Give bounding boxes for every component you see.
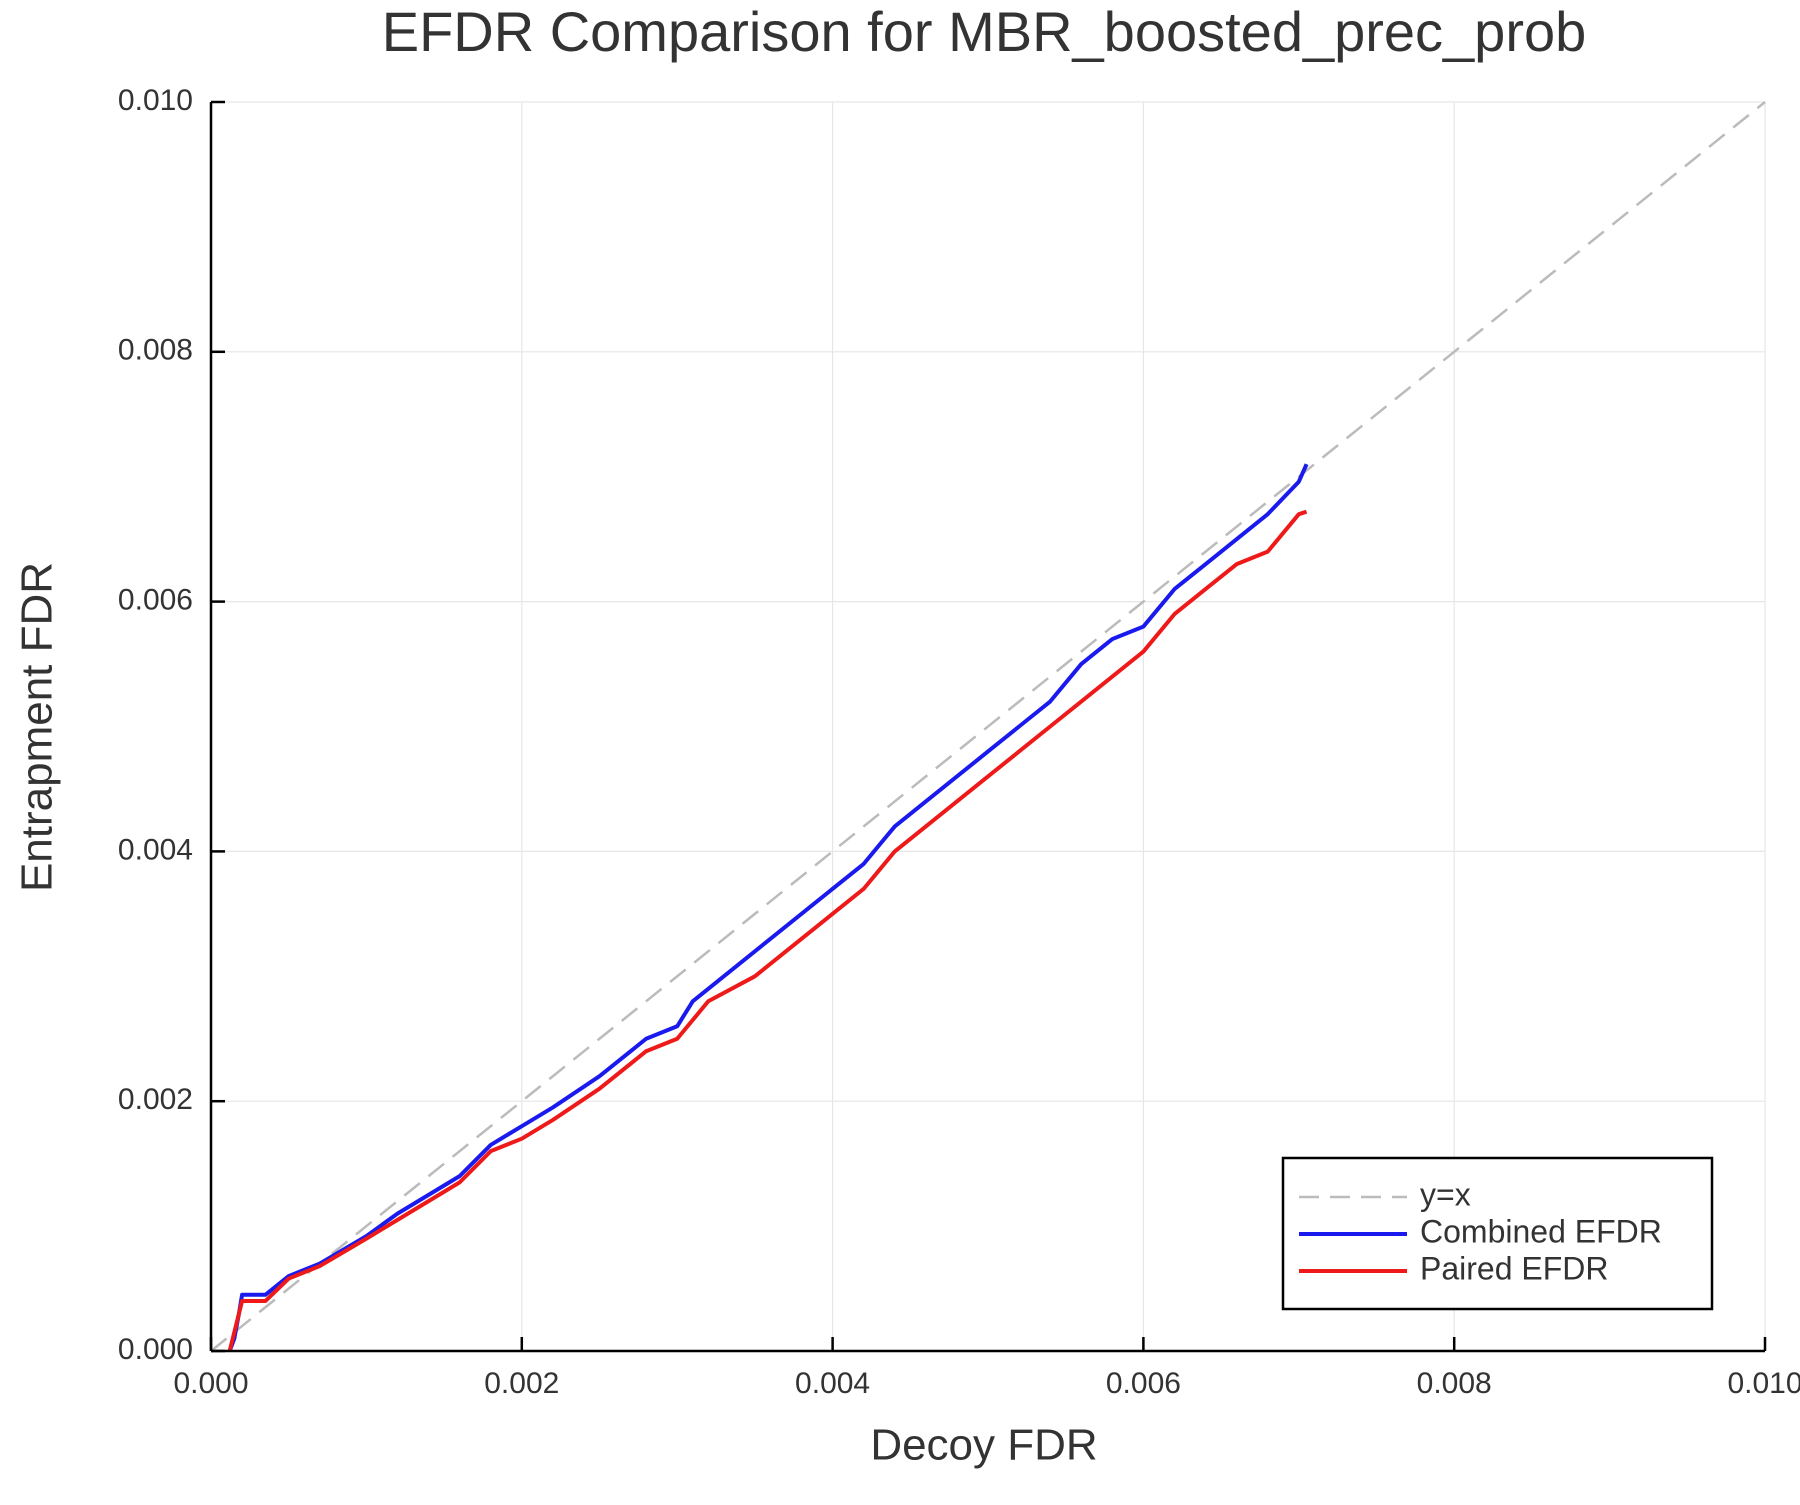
axes: 0.000 0.002 0.004 0.006 0.008 0.010 0.000 0.002… [118,84,1800,1400]
y-tick-label: 0.006 [118,584,193,617]
x-tick-label: 0.004 [795,1367,870,1400]
y-axis-label: Entrapment FDR [13,562,62,892]
series-line [227,509,1308,1352]
y-tick-label: 0.000 [118,1333,193,1366]
x-tick-label: 0.002 [484,1367,559,1400]
x-axis-label: Decoy FDR [870,1421,1097,1470]
series-line [210,101,1766,1352]
legend-label: Paired EFDR [1420,1250,1609,1286]
y-tick-label: 0.002 [118,1083,193,1116]
y-tick-label: 0.008 [118,334,193,367]
legend-label: y=x [1420,1176,1471,1212]
y-tick-label: 0.010 [118,84,193,117]
x-tick-label: 0.010 [1727,1367,1800,1400]
series-line [227,463,1309,1352]
legend-label: Combined EFDR [1420,1213,1662,1249]
x-tick-label: 0.006 [1106,1367,1181,1400]
y-tick-label: 0.004 [118,833,193,866]
chart-title: EFDR Comparison for MBR_boosted_prec_pro… [382,0,1587,63]
x-tick-label: 0.008 [1417,1367,1492,1400]
x-tick-label: 0.000 [173,1367,248,1400]
plot-area [210,101,1766,1352]
